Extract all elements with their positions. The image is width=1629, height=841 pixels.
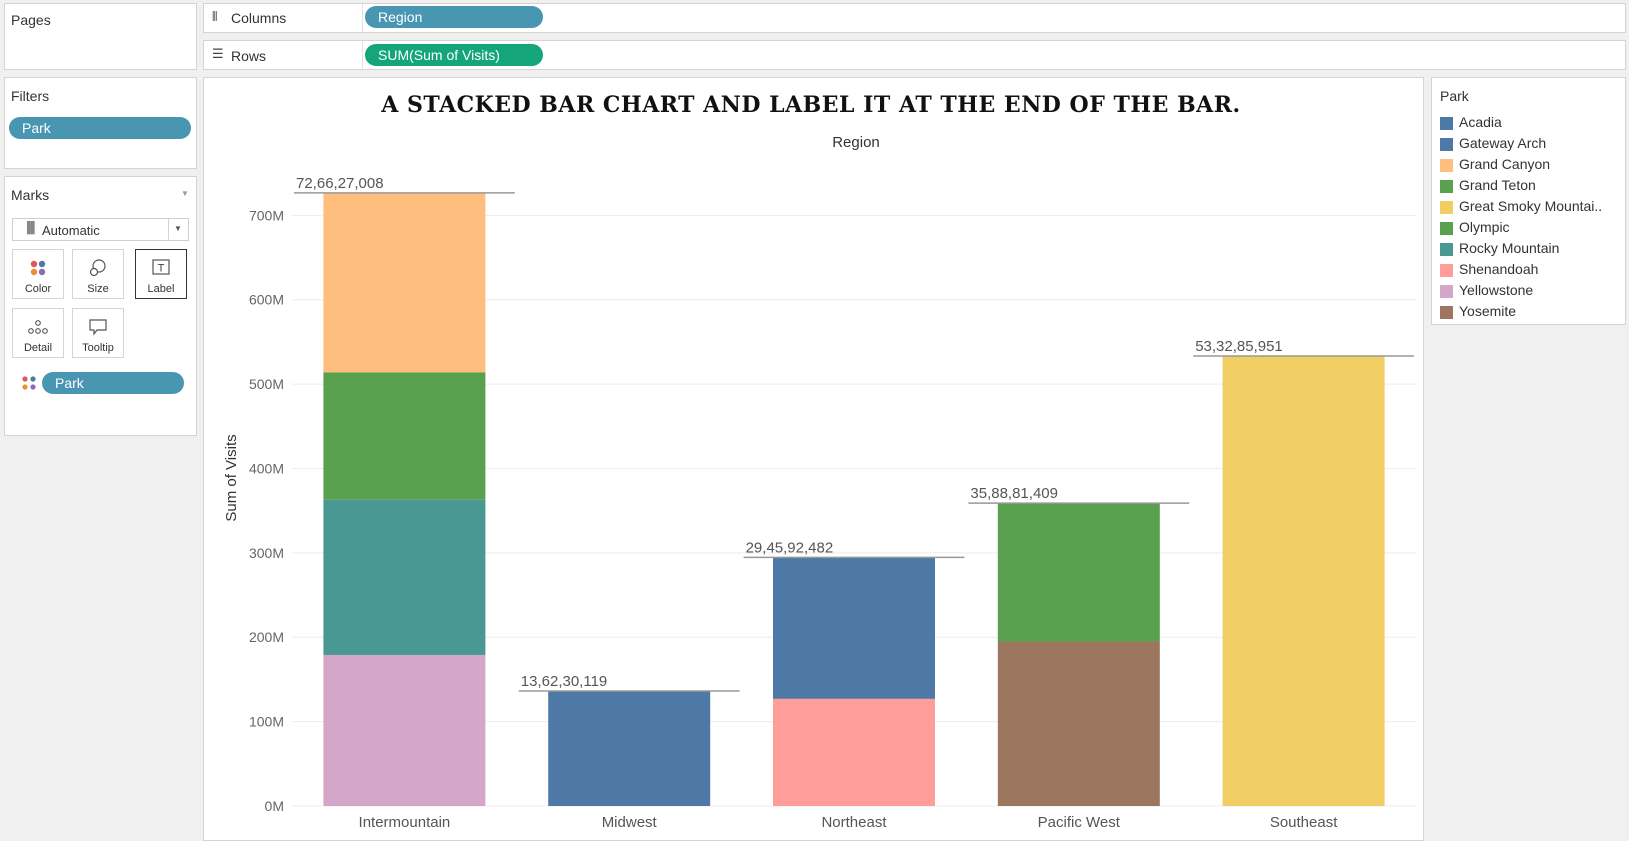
bar-segment bbox=[773, 557, 935, 699]
chart: A STACKED BAR CHART AND LABEL IT AT THE … bbox=[223, 92, 1416, 831]
rows-icon: ☰ bbox=[212, 46, 224, 61]
x-tick-label: Pacific West bbox=[1038, 814, 1121, 831]
bar-segment bbox=[323, 654, 486, 806]
tooltip-icon bbox=[73, 317, 123, 340]
legend-swatch bbox=[1440, 264, 1453, 277]
bar-segment bbox=[997, 641, 1160, 806]
bar-segment bbox=[323, 372, 486, 500]
legend-swatch bbox=[1440, 222, 1453, 235]
bar-segment bbox=[323, 192, 486, 373]
legend-swatch bbox=[1440, 306, 1453, 319]
legend-label: Acadia bbox=[1459, 114, 1502, 130]
columns-icon: ⫴ bbox=[212, 9, 218, 24]
size-label: Size bbox=[87, 283, 109, 295]
dropdown-divider bbox=[168, 219, 169, 240]
x-tick-label: Midwest bbox=[602, 814, 658, 831]
legend-label: Yellowstone bbox=[1459, 282, 1534, 298]
total-label: 13,62,30,119 bbox=[521, 673, 607, 690]
legend-label: Great Smoky Mountai.. bbox=[1459, 198, 1603, 214]
bar-segment bbox=[1222, 355, 1385, 806]
marks-title: Marks bbox=[11, 187, 50, 203]
color-button[interactable]: Color bbox=[12, 249, 64, 299]
columns-pill-region[interactable]: Region bbox=[365, 6, 543, 28]
legend-swatch bbox=[1440, 138, 1453, 151]
size-button[interactable]: Size bbox=[72, 249, 124, 299]
y-axis: 0M 100M 200M 300M 400M 500M 600M 700M bbox=[249, 207, 284, 814]
bar-segment bbox=[323, 499, 486, 655]
y-axis-title: Sum of Visits bbox=[223, 434, 240, 521]
bar-segment bbox=[997, 503, 1160, 642]
y-tick-label: 300M bbox=[249, 545, 284, 561]
detail-icon bbox=[13, 317, 63, 340]
x-tick-label: Southeast bbox=[1270, 814, 1338, 831]
mark-type-value: Automatic bbox=[42, 223, 100, 238]
y-tick-label: 600M bbox=[249, 292, 284, 308]
x-tick-label: Northeast bbox=[821, 814, 887, 831]
x-axis: Intermountain Midwest Northeast Pacific Wes… bbox=[359, 814, 1339, 831]
text-label-icon: T bbox=[136, 258, 186, 281]
detail-button[interactable]: Detail bbox=[12, 308, 64, 358]
legend-label: Rocky Mountain bbox=[1459, 240, 1560, 256]
shelf-divider bbox=[362, 41, 363, 69]
legend-panel: Park Acadia Gateway Arch Grand Canyon Grand… bbox=[1431, 77, 1626, 325]
y-tick-label: 500M bbox=[249, 376, 284, 392]
legend-label: Gateway Arch bbox=[1459, 135, 1547, 151]
legend-swatch bbox=[1440, 285, 1453, 298]
column-header: Region bbox=[832, 134, 880, 151]
color-icon bbox=[13, 258, 63, 281]
filter-pill-park[interactable]: Park bbox=[9, 117, 191, 139]
legend-swatch bbox=[1440, 243, 1453, 256]
tooltip-label: Tooltip bbox=[82, 342, 114, 354]
legend-title: Park bbox=[1440, 88, 1469, 104]
color-label: Color bbox=[24, 283, 52, 295]
detail-label: Detail bbox=[23, 342, 53, 354]
total-label: 72,66,27,008 bbox=[296, 175, 384, 192]
tooltip-button[interactable]: Tooltip bbox=[72, 308, 124, 358]
columns-label: Columns bbox=[231, 10, 287, 26]
total-label: 29,45,92,482 bbox=[746, 539, 834, 556]
legend-label: Grand Canyon bbox=[1459, 156, 1551, 172]
mark-type-dropdown[interactable]: ▐▌ Automatic ▼ bbox=[12, 218, 189, 241]
y-tick-label: 0M bbox=[265, 798, 284, 814]
y-tick-label: 700M bbox=[249, 207, 284, 223]
legend-label: Yosemite bbox=[1459, 303, 1517, 319]
bar-segment bbox=[548, 691, 711, 806]
y-tick-label: 200M bbox=[249, 629, 284, 645]
label-label: Label bbox=[147, 283, 175, 295]
legend-swatch bbox=[1440, 180, 1453, 193]
legend-label: Olympic bbox=[1459, 219, 1510, 235]
legend-swatch bbox=[1440, 159, 1453, 172]
bar-chart-icon: ▐▌ bbox=[23, 222, 39, 234]
label-button[interactable]: T Label bbox=[135, 249, 187, 299]
shelf-divider bbox=[362, 4, 363, 32]
bar-segment bbox=[773, 698, 935, 806]
color-dots-icon bbox=[21, 375, 37, 396]
filters-title: Filters bbox=[11, 88, 50, 104]
total-labels: 72,66,27,008 13,62,30,119 29,45,92,482 35,8… bbox=[294, 175, 1414, 692]
chart-panel: A STACKED BAR CHART AND LABEL IT AT THE … bbox=[203, 77, 1424, 841]
rows-label: Rows bbox=[231, 48, 267, 64]
pages-panel: Pages bbox=[4, 3, 197, 70]
chevron-down-icon[interactable]: ▼ bbox=[174, 224, 182, 233]
marks-panel: Marks ▼ bbox=[4, 176, 197, 436]
size-icon bbox=[73, 258, 123, 281]
svg-text:T: T bbox=[158, 263, 165, 275]
total-label: 35,88,81,409 bbox=[970, 485, 1058, 502]
color-pill-park[interactable]: Park bbox=[42, 372, 184, 394]
bars bbox=[323, 192, 1385, 806]
total-label: 53,32,85,951 bbox=[1195, 338, 1283, 355]
marks-collapse-icon[interactable]: ▼ bbox=[181, 189, 189, 198]
legend-label: Grand Teton bbox=[1459, 177, 1536, 193]
y-tick-label: 100M bbox=[249, 714, 284, 730]
y-tick-label: 400M bbox=[249, 460, 284, 476]
x-tick-label: Intermountain bbox=[359, 814, 451, 831]
rows-pill-sum-visits[interactable]: SUM(Sum of Visits) bbox=[365, 44, 543, 66]
legend-swatch bbox=[1440, 117, 1453, 130]
legend-label: Shenandoah bbox=[1459, 261, 1539, 277]
pages-title: Pages bbox=[11, 12, 51, 28]
chart-title: A STACKED BAR CHART AND LABEL IT AT THE … bbox=[380, 92, 1240, 118]
legend-swatch bbox=[1440, 201, 1453, 214]
